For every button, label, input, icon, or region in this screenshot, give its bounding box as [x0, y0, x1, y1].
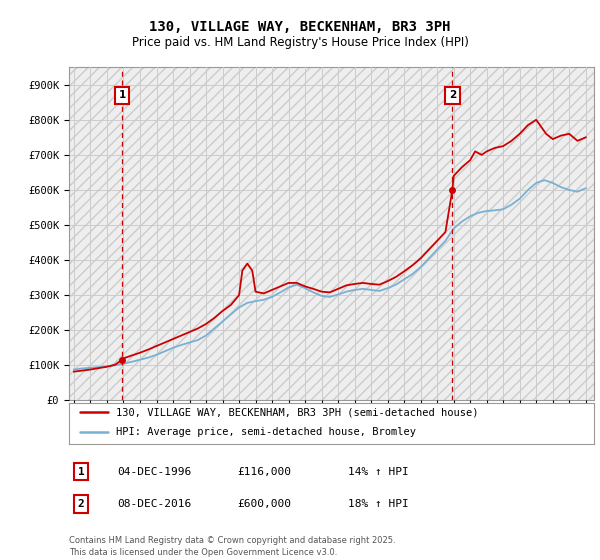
Text: 1: 1	[119, 90, 126, 100]
Text: HPI: Average price, semi-detached house, Bromley: HPI: Average price, semi-detached house,…	[116, 427, 416, 437]
Text: 2: 2	[77, 499, 85, 509]
Text: Price paid vs. HM Land Registry's House Price Index (HPI): Price paid vs. HM Land Registry's House …	[131, 36, 469, 49]
Text: 1: 1	[77, 466, 85, 477]
Text: 2: 2	[449, 90, 456, 100]
Text: 130, VILLAGE WAY, BECKENHAM, BR3 3PH (semi-detached house): 130, VILLAGE WAY, BECKENHAM, BR3 3PH (se…	[116, 408, 479, 417]
Text: £116,000: £116,000	[237, 466, 291, 477]
Bar	[69, 67, 594, 400]
Text: 08-DEC-2016: 08-DEC-2016	[117, 499, 191, 509]
Text: £600,000: £600,000	[237, 499, 291, 509]
Text: 04-DEC-1996: 04-DEC-1996	[117, 466, 191, 477]
Text: 18% ↑ HPI: 18% ↑ HPI	[348, 499, 409, 509]
Text: Contains HM Land Registry data © Crown copyright and database right 2025.
This d: Contains HM Land Registry data © Crown c…	[69, 536, 395, 557]
Text: 130, VILLAGE WAY, BECKENHAM, BR3 3PH: 130, VILLAGE WAY, BECKENHAM, BR3 3PH	[149, 20, 451, 34]
Text: 14% ↑ HPI: 14% ↑ HPI	[348, 466, 409, 477]
